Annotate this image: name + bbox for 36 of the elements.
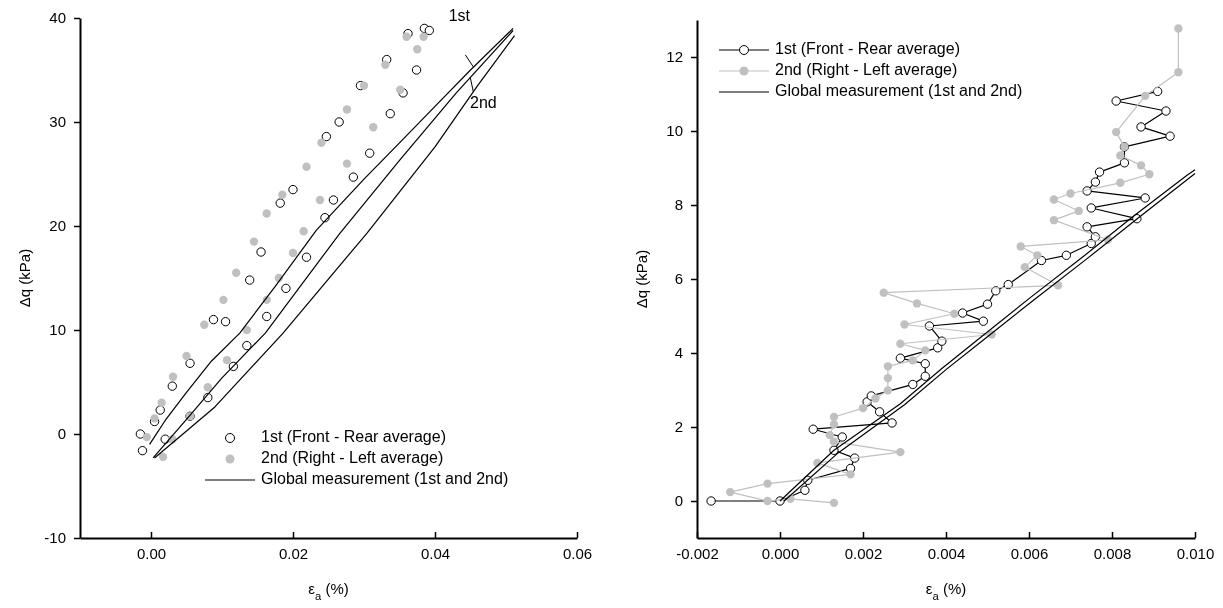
annotation: 1st	[448, 6, 471, 24]
y-tick-label: 0	[57, 425, 66, 443]
x-tick-label: 0.06	[562, 544, 593, 562]
annotation: 2nd	[469, 94, 497, 112]
legend-label: 2nd (Right - Left average)	[775, 61, 958, 79]
y-tick-label: 0	[674, 492, 683, 510]
x-tick-label: 0.04	[420, 544, 451, 562]
x-tick-label: 0.010	[1176, 544, 1215, 562]
legend-label: 1st (Front - Rear average)	[261, 428, 446, 446]
y-tick-label: 10	[49, 321, 66, 339]
y-tick-label: 2	[674, 418, 683, 436]
x-tick-label: 0.000	[761, 544, 800, 562]
x-tick-label: 0.008	[1093, 544, 1132, 562]
legend-label: Global measurement (1st and 2nd)	[775, 82, 1023, 100]
y-tick-label: 12	[666, 48, 683, 66]
legend-label: Global measurement (1st and 2nd)	[261, 470, 509, 488]
x-tick-label: 0.006	[1010, 544, 1049, 562]
y-tick-label: 8	[674, 196, 683, 214]
legend-label: 2nd (Right - Left average)	[261, 449, 444, 467]
x-tick-label: 0.00	[136, 544, 167, 562]
y-axis-title: Δq (kPa)	[633, 249, 650, 309]
legend-label: 1st (Front - Rear average)	[775, 40, 960, 58]
x-tick-label: 0.004	[927, 544, 966, 562]
y-tick-label: 6	[674, 270, 683, 288]
y-tick-label: 4	[674, 344, 683, 362]
y-tick-label: 20	[49, 217, 66, 235]
y-axis-title: Δq (kPa)	[16, 248, 33, 308]
y-tick-label: 10	[666, 122, 683, 140]
x-axis-title: ε$_{a}$ (%)	[308, 580, 349, 602]
y-tick-label: 40	[49, 9, 66, 27]
x-axis-title: ε$_{a}$ (%)	[925, 580, 967, 602]
y-tick-label: 30	[49, 113, 66, 131]
y-tick-label: -10	[44, 529, 66, 547]
x-tick-label: 0.002	[844, 544, 883, 562]
x-tick-label: 0.02	[278, 544, 309, 562]
x-tick-label: -0.002	[676, 544, 719, 562]
